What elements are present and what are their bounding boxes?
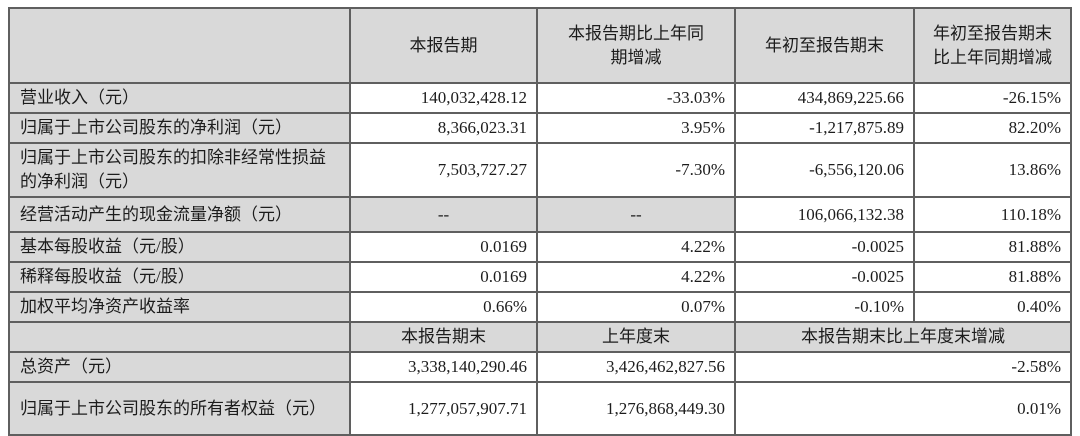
row-label-net-profit-excl-nonrecurring: 归属于上市公司股东的扣除非经常性损益的净利润（元） xyxy=(8,142,351,198)
cell-excl-nonrecurring-period-yoy: -7.30% xyxy=(536,142,736,198)
cell-diluted-eps-ytd-yoy: 81.88% xyxy=(913,261,1072,293)
cell-cash-flow-period-yoy: -- xyxy=(536,196,736,233)
row-label-net-profit: 归属于上市公司股东的净利润（元） xyxy=(8,112,351,144)
cell-excl-nonrecurring-ytd-yoy: 13.86% xyxy=(913,142,1072,198)
cell-net-profit-ytd: -1,217,875.89 xyxy=(734,112,915,144)
column-header-period-yoy-change: 本报告期比上年同期增减 xyxy=(536,7,736,84)
row-label-shareholders-equity: 归属于上市公司股东的所有者权益（元） xyxy=(8,381,351,436)
column-header-year-to-date: 年初至报告期末 xyxy=(734,7,915,84)
cell-weighted-roe-period: 0.66% xyxy=(349,291,538,323)
row-label-operating-cash-flow: 经营活动产生的现金流量净额（元） xyxy=(8,196,351,233)
row-label-revenue: 营业收入（元） xyxy=(8,82,351,114)
cell-excl-nonrecurring-period: 7,503,727.27 xyxy=(349,142,538,198)
header-blank-cell xyxy=(8,7,351,84)
cell-excl-nonrecurring-ytd: -6,556,120.06 xyxy=(734,142,915,198)
cell-equity-prior-year-end: 1,276,868,449.30 xyxy=(536,381,736,436)
cell-revenue-period-yoy: -33.03% xyxy=(536,82,736,114)
table-row-shareholders-equity: 归属于上市公司股东的所有者权益（元） 1,277,057,907.71 1,27… xyxy=(8,381,1072,436)
cell-basic-eps-period: 0.0169 xyxy=(349,231,538,263)
cell-weighted-roe-period-yoy: 0.07% xyxy=(536,291,736,323)
cell-basic-eps-ytd-yoy: 81.88% xyxy=(913,231,1072,263)
column-header-ytd-yoy-change: 年初至报告期末比上年同期增减 xyxy=(913,7,1072,84)
cell-revenue-period: 140,032,428.12 xyxy=(349,82,538,114)
cell-revenue-ytd: 434,869,225.66 xyxy=(734,82,915,114)
subheader-blank-cell xyxy=(8,321,351,353)
financial-summary-table: 本报告期 本报告期比上年同期增减 年初至报告期末 年初至报告期末比上年同期增减 … xyxy=(8,7,1072,436)
cell-diluted-eps-period-yoy: 4.22% xyxy=(536,261,736,293)
cell-equity-change: 0.01% xyxy=(734,381,1072,436)
cell-cash-flow-ytd-yoy: 110.18% xyxy=(913,196,1072,233)
cell-cash-flow-period: -- xyxy=(349,196,538,233)
row-label-diluted-eps: 稀释每股收益（元/股） xyxy=(8,261,351,293)
table-row-net-profit-excl-nonrecurring: 归属于上市公司股东的扣除非经常性损益的净利润（元） 7,503,727.27 -… xyxy=(8,142,1072,198)
cell-basic-eps-ytd: -0.0025 xyxy=(734,231,915,263)
row-label-basic-eps: 基本每股收益（元/股） xyxy=(8,231,351,263)
cell-net-profit-ytd-yoy: 82.20% xyxy=(913,112,1072,144)
cell-diluted-eps-period: 0.0169 xyxy=(349,261,538,293)
cell-weighted-roe-ytd: -0.10% xyxy=(734,291,915,323)
subheader-period-end-change: 本报告期末比上年度末增减 xyxy=(734,321,1072,353)
cell-revenue-ytd-yoy: -26.15% xyxy=(913,82,1072,114)
cell-net-profit-period: 8,366,023.31 xyxy=(349,112,538,144)
cell-equity-period-end: 1,277,057,907.71 xyxy=(349,381,538,436)
table-row-weighted-roe: 加权平均净资产收益率 0.66% 0.07% -0.10% 0.40% xyxy=(8,291,1072,323)
subheader-period-end: 本报告期末 xyxy=(349,321,538,353)
table-row-operating-cash-flow: 经营活动产生的现金流量净额（元） -- -- 106,066,132.38 11… xyxy=(8,196,1072,233)
table-subheader-row: 本报告期末 上年度末 本报告期末比上年度末增减 xyxy=(8,321,1072,353)
cell-total-assets-period-end: 3,338,140,290.46 xyxy=(349,351,538,383)
cell-cash-flow-ytd: 106,066,132.38 xyxy=(734,196,915,233)
cell-total-assets-prior-year-end: 3,426,462,827.56 xyxy=(536,351,736,383)
cell-diluted-eps-ytd: -0.0025 xyxy=(734,261,915,293)
row-label-weighted-roe: 加权平均净资产收益率 xyxy=(8,291,351,323)
cell-total-assets-change: -2.58% xyxy=(734,351,1072,383)
subheader-prior-year-end: 上年度末 xyxy=(536,321,736,353)
table-row-net-profit: 归属于上市公司股东的净利润（元） 8,366,023.31 3.95% -1,2… xyxy=(8,112,1072,144)
cell-net-profit-period-yoy: 3.95% xyxy=(536,112,736,144)
column-header-current-period: 本报告期 xyxy=(349,7,538,84)
table-row-revenue: 营业收入（元） 140,032,428.12 -33.03% 434,869,2… xyxy=(8,82,1072,114)
table-header-row: 本报告期 本报告期比上年同期增减 年初至报告期末 年初至报告期末比上年同期增减 xyxy=(8,7,1072,84)
table-row-basic-eps: 基本每股收益（元/股） 0.0169 4.22% -0.0025 81.88% xyxy=(8,231,1072,263)
table-row-diluted-eps: 稀释每股收益（元/股） 0.0169 4.22% -0.0025 81.88% xyxy=(8,261,1072,293)
table-row-total-assets: 总资产（元） 3,338,140,290.46 3,426,462,827.56… xyxy=(8,351,1072,383)
cell-basic-eps-period-yoy: 4.22% xyxy=(536,231,736,263)
cell-weighted-roe-ytd-yoy: 0.40% xyxy=(913,291,1072,323)
row-label-total-assets: 总资产（元） xyxy=(8,351,351,383)
